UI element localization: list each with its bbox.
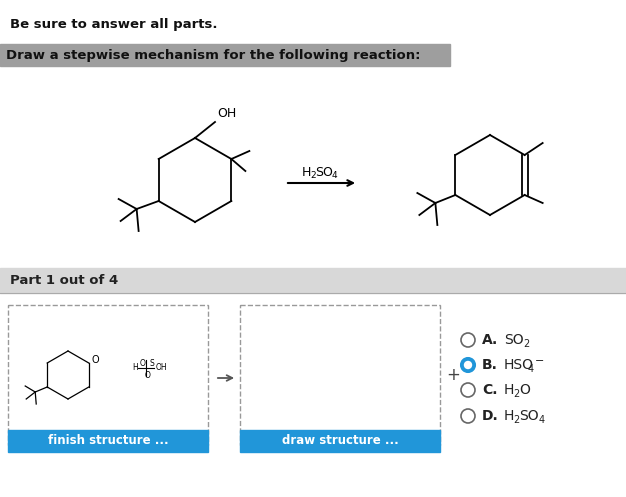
Bar <box>0 44 450 66</box>
Text: D.: D. <box>482 409 499 423</box>
Bar <box>8 430 208 452</box>
Text: C.: C. <box>482 383 498 397</box>
Text: +: + <box>446 366 460 384</box>
Text: H: H <box>302 166 311 178</box>
Text: H: H <box>132 363 138 372</box>
Text: O: O <box>92 355 100 365</box>
Text: SO: SO <box>519 409 538 423</box>
Text: O: O <box>519 383 530 397</box>
Text: SO: SO <box>504 333 523 347</box>
Text: 2: 2 <box>310 170 316 179</box>
Bar <box>0 268 626 293</box>
Text: SO: SO <box>315 166 333 178</box>
Text: OH: OH <box>217 107 236 120</box>
Text: Draw a stepwise mechanism for the following reaction:: Draw a stepwise mechanism for the follow… <box>6 49 421 62</box>
Text: H: H <box>504 383 515 397</box>
Bar <box>240 305 440 445</box>
Text: B.: B. <box>482 358 498 372</box>
Text: A.: A. <box>482 333 498 347</box>
Bar <box>240 430 440 452</box>
Text: draw structure ...: draw structure ... <box>282 434 398 447</box>
Text: O: O <box>140 358 146 367</box>
Text: Be sure to answer all parts.: Be sure to answer all parts. <box>10 18 217 31</box>
Text: finish structure ...: finish structure ... <box>48 434 168 447</box>
Text: 4: 4 <box>539 415 545 425</box>
Text: OH: OH <box>156 363 168 372</box>
Text: 2: 2 <box>513 415 519 425</box>
Text: 2: 2 <box>513 389 519 399</box>
Text: 4: 4 <box>528 364 534 374</box>
Text: −: − <box>535 356 545 366</box>
Text: S: S <box>150 358 155 367</box>
Text: 4: 4 <box>332 170 337 179</box>
Text: HSO: HSO <box>504 358 534 372</box>
Circle shape <box>461 358 475 372</box>
Text: Part 1 out of 4: Part 1 out of 4 <box>10 274 118 287</box>
Text: O: O <box>145 371 151 381</box>
Circle shape <box>464 361 471 368</box>
Bar <box>8 305 208 445</box>
Text: H: H <box>504 409 515 423</box>
Text: 2: 2 <box>523 339 529 349</box>
